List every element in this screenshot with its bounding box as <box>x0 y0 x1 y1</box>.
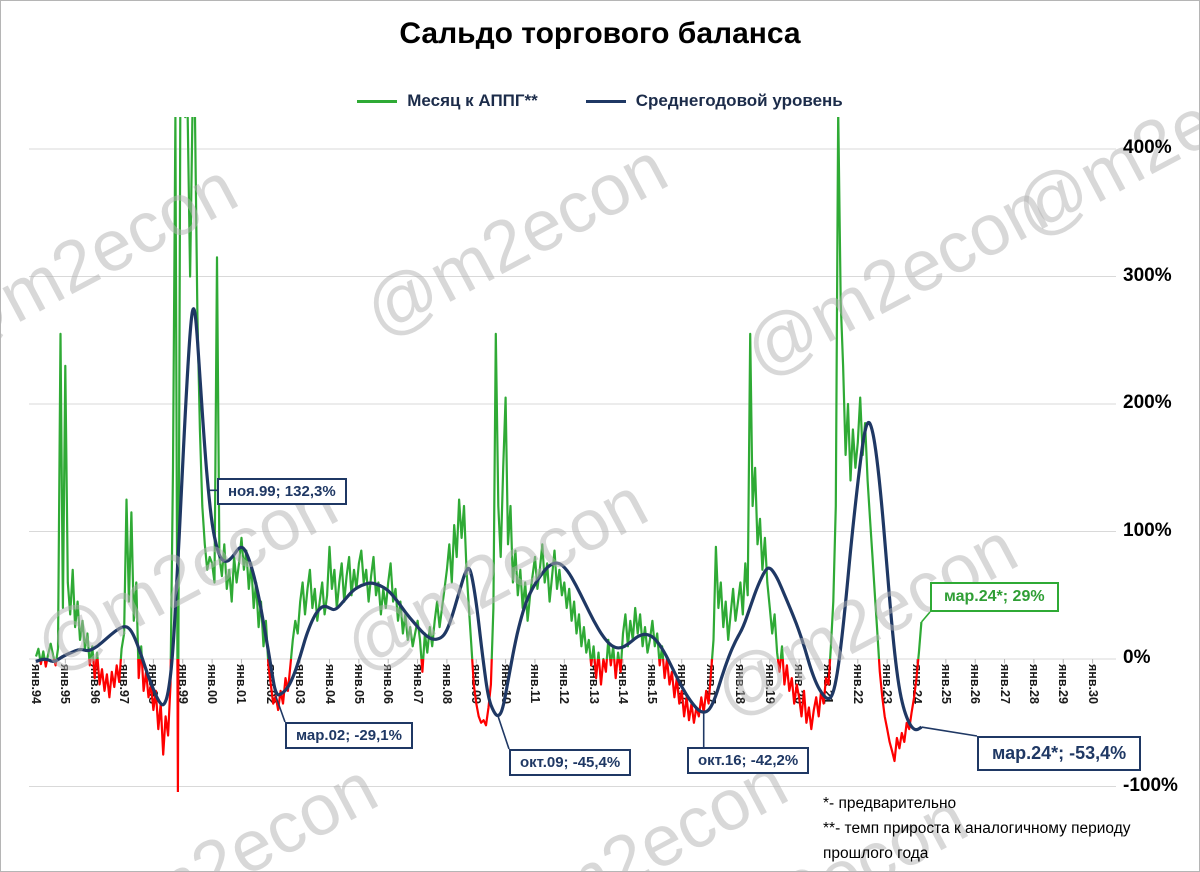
y-axis-label: 200% <box>1123 392 1172 413</box>
y-axis-label: 300% <box>1123 264 1172 286</box>
y-axis-label: 0% <box>1123 647 1151 668</box>
navy-line-sample-icon <box>585 99 626 103</box>
chart-title: Сальдо торгового баланса <box>399 17 801 50</box>
green-line-sample-icon <box>357 99 398 103</box>
y-axis-label: -100% <box>1123 774 1178 796</box>
annotation-callout: мар.24*; -53,4% <box>977 736 1142 771</box>
footnote-line: **- темп прироста к аналогичному периоду <box>823 820 1131 837</box>
annotation-leader-line <box>920 611 931 623</box>
annotation-leader-line <box>921 726 978 737</box>
series-monthly-line-negative <box>38 659 920 792</box>
footnote-line: *- предварительно <box>823 795 957 812</box>
footnote-line: прошлого года <box>823 845 929 862</box>
series-average-line <box>35 307 923 732</box>
legend-label-average: Среднегодовой уровень <box>635 91 843 110</box>
annotation-leader-line <box>275 695 286 723</box>
legend: Месяц к АППГ** Среднегодовой уровень <box>1 91 1199 111</box>
annotation-callout: ноя.99; 132,3% <box>217 478 347 505</box>
legend-label-monthly: Месяц к АППГ** <box>407 91 538 110</box>
annotation-callout: окт.09; -45,4% <box>509 749 632 776</box>
legend-item-average: Среднегодовой уровень <box>585 91 843 111</box>
legend-item-monthly: Месяц к АППГ** <box>357 91 538 111</box>
annotation-callout: мар.02; -29,1% <box>285 722 413 749</box>
annotation-callout: окт.16; -42,2% <box>687 747 810 774</box>
annotation-leader-line <box>497 716 510 750</box>
footnotes: *- предварительно **- темп прироста к ан… <box>823 791 1131 866</box>
y-axis-label: 100% <box>1123 519 1172 541</box>
series-monthly-line-positive <box>34 117 923 659</box>
annotation-callout: мар.24*; 29% <box>930 582 1059 612</box>
y-axis-label: 400% <box>1123 137 1172 158</box>
